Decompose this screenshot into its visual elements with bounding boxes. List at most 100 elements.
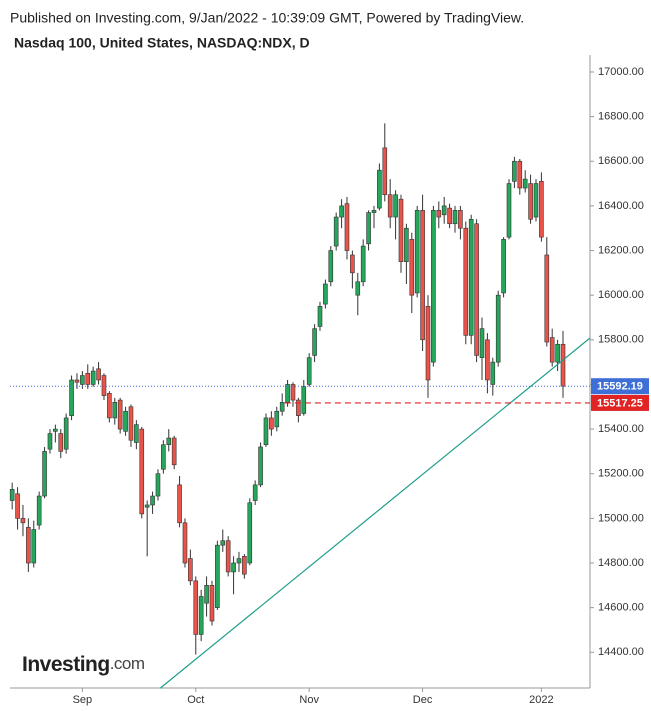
candle-body [398, 198, 404, 262]
candle-body [161, 444, 166, 470]
candle-body [404, 227, 409, 262]
candle-body [501, 239, 506, 294]
candle-body [474, 223, 479, 356]
candle-body [269, 417, 274, 430]
candle-body [204, 585, 209, 604]
candle-body [123, 410, 128, 432]
y-tick-label: 15200.00 [598, 468, 644, 480]
x-tick-label: Nov [299, 694, 319, 706]
candle-body [350, 254, 355, 274]
candle-body [441, 205, 447, 216]
candle-body [306, 357, 312, 385]
candle-body [485, 339, 490, 381]
candle-body [69, 379, 74, 416]
candle-body [58, 433, 64, 452]
y-tick-label: 15000.00 [598, 512, 644, 524]
price-label: 15592.19 [597, 381, 643, 393]
candle-body [382, 147, 388, 196]
candle-body [80, 375, 85, 385]
candle-body [425, 306, 431, 381]
candle-body [393, 194, 398, 218]
candle-body [312, 328, 317, 356]
candle-body [42, 451, 47, 497]
candle-body [31, 529, 37, 564]
y-tick-label: 16600.00 [598, 155, 644, 167]
candle-body [366, 212, 371, 245]
candle-body [247, 502, 253, 564]
price-label-box [591, 378, 649, 395]
candle-body [171, 437, 177, 466]
candle-body [225, 540, 231, 573]
y-tick-label: 17000.00 [598, 66, 644, 78]
candle-body [328, 250, 334, 283]
candle-body [150, 495, 155, 506]
y-tick-label: 14800.00 [598, 557, 644, 569]
price-label-box [591, 394, 649, 411]
x-tick-label: 2022 [529, 694, 553, 706]
candle-body [236, 558, 242, 564]
x-tick-label: Sep [73, 694, 93, 706]
candle-body [512, 160, 517, 182]
x-tick-label: Oct [187, 694, 204, 706]
candle-body [20, 518, 26, 524]
candle-body [495, 294, 501, 363]
candle-body [96, 368, 101, 381]
candle-body [47, 433, 53, 450]
logo: Investing.com [22, 653, 145, 676]
candle-body [301, 386, 307, 414]
candle-body [355, 281, 361, 296]
candle-body [420, 210, 425, 341]
candle-body [144, 504, 150, 508]
candle-body [506, 183, 512, 238]
candle-body [344, 203, 350, 251]
candle-body [387, 194, 393, 218]
candle-body [9, 489, 15, 501]
candle-body [193, 580, 199, 635]
price-label: 15517.25 [597, 397, 643, 409]
candle-body [53, 428, 58, 432]
candle-body [74, 379, 80, 383]
y-tick-label: 16400.00 [598, 200, 644, 212]
candle-body [26, 526, 31, 564]
candle-body [414, 210, 420, 294]
candle-body [209, 585, 215, 622]
candle-body [296, 399, 301, 416]
candle-body [490, 361, 496, 385]
candle-body [63, 417, 69, 450]
candle-body [188, 558, 193, 582]
candle-body [220, 540, 226, 546]
candle-body [479, 328, 485, 358]
candle-body [560, 343, 566, 387]
candle-body [360, 245, 366, 283]
candle-body [215, 544, 220, 608]
candle-body [371, 210, 377, 213]
candle-body [36, 495, 42, 526]
candle-body [468, 218, 474, 336]
published-note: Published on Investing.com, 9/Jan/2022 -… [10, 10, 524, 26]
candle-body [377, 169, 382, 209]
candle-body [409, 239, 415, 296]
candle-body [117, 399, 123, 430]
candle-body [274, 410, 280, 428]
candle-body [528, 183, 533, 220]
candle-body [252, 484, 258, 501]
candle-body [544, 254, 550, 343]
candle-body [177, 484, 182, 524]
candle-body [317, 306, 323, 327]
y-tick-label: 16800.00 [598, 111, 644, 123]
logo-name: Investing [22, 653, 110, 676]
candle-body [279, 402, 285, 412]
x-tick-label: Dec [413, 694, 433, 706]
candle-body [517, 160, 523, 189]
candle-body [452, 210, 458, 225]
candle-body [323, 283, 328, 305]
candle-body [339, 205, 344, 218]
candle-body [539, 181, 544, 238]
candle-body [155, 473, 161, 497]
candle-body [431, 210, 436, 363]
candle-body [555, 343, 560, 363]
candle-body [85, 372, 91, 385]
y-tick-label: 14600.00 [598, 602, 644, 614]
